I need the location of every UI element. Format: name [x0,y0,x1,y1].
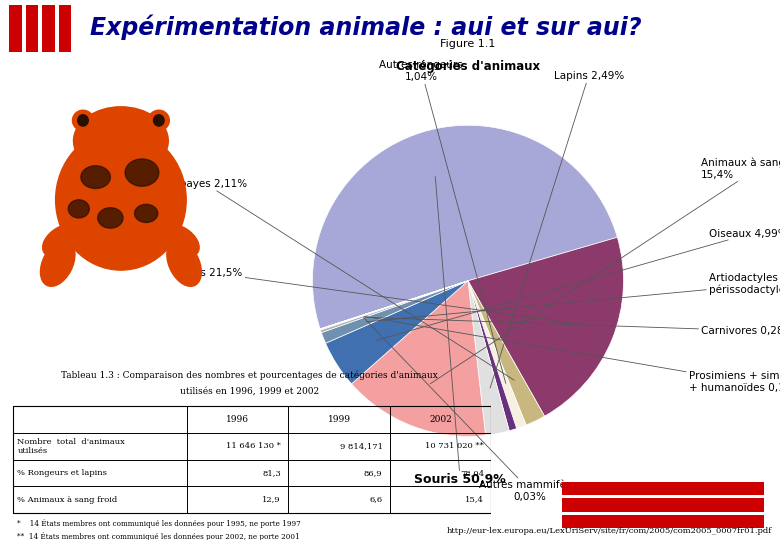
Ellipse shape [73,110,94,131]
Text: 12,9: 12,9 [262,496,281,504]
Text: Autres mammifères
0,03%: Autres mammifères 0,03% [363,318,582,502]
Ellipse shape [154,115,164,126]
Ellipse shape [55,130,186,270]
Bar [562,515,764,528]
Text: Oiseaux 4,99%: Oiseaux 4,99% [376,229,780,340]
Ellipse shape [81,166,111,188]
Text: 1996: 1996 [226,415,249,424]
Text: **  14 États membres ont communiqué les données pour 2002, ne porte 2001: ** 14 États membres ont communiqué les d… [17,531,300,540]
Text: 81,3: 81,3 [262,469,281,477]
Bar [562,482,764,495]
Wedge shape [468,281,516,431]
Text: 9 814,171: 9 814,171 [339,442,382,450]
Text: 78,04: 78,04 [460,469,484,477]
Ellipse shape [161,224,199,257]
Text: 6,6: 6,6 [370,496,382,504]
Wedge shape [321,281,468,333]
Text: *    14 États membres ont communiqué les données pour 1995, ne porte 1997: * 14 États membres ont communiqué les do… [17,518,301,528]
Wedge shape [313,125,617,329]
Wedge shape [468,281,509,435]
Text: Artiodactyles +
périssodactyles 1,18%: Artiodactyles + périssodactyles 1,18% [367,273,780,322]
Bar [26,4,38,52]
Text: 11 646 130 *: 11 646 130 * [226,442,281,450]
Wedge shape [468,281,526,429]
Text: 2002: 2002 [429,415,452,424]
Ellipse shape [98,208,123,228]
Wedge shape [468,281,544,425]
Ellipse shape [43,224,81,257]
Bar [58,4,71,52]
Text: 10 731 020 **: 10 731 020 ** [425,442,484,450]
Bar [12,406,491,513]
Text: 1999: 1999 [328,415,350,424]
Text: 86,9: 86,9 [364,469,382,477]
Ellipse shape [78,115,88,126]
Text: Figure 1.1: Figure 1.1 [441,39,495,49]
Ellipse shape [148,110,169,131]
Text: Catégories d'animaux: Catégories d'animaux [396,60,540,73]
Ellipse shape [125,159,159,186]
Text: Tableau 1.3 : Comparaison des nombres et pourcentages de catégories d'animaux: Tableau 1.3 : Comparaison des nombres et… [61,370,438,380]
Text: % Rongeurs et lapins: % Rongeurs et lapins [17,469,108,477]
Ellipse shape [73,107,168,175]
Wedge shape [352,281,486,436]
Ellipse shape [69,200,89,218]
Wedge shape [320,281,468,330]
Wedge shape [325,281,468,384]
Text: Lapins 2,49%: Lapins 2,49% [490,71,624,388]
Text: Expérimentation animale : aui et sur aui?: Expérimentation animale : aui et sur aui… [90,15,641,40]
Text: Nombre  total  d'animaux
utilisés: Nombre total d'animaux utilisés [17,437,126,455]
Ellipse shape [41,240,75,286]
Text: Rats 21,5%: Rats 21,5% [183,268,569,322]
Text: Animaux à sang froid
15,4%: Animaux à sang froid 15,4% [431,158,780,384]
Bar [42,4,55,52]
Text: Souris 50,9%: Souris 50,9% [414,177,506,487]
Bar [9,4,22,52]
Text: % Animaux à sang froid: % Animaux à sang froid [17,496,118,504]
Text: http://eur-lex.europa.eu/LexUriServ/site/fr/com/2005/com2005_0007fr01.pdf: http://eur-lex.europa.eu/LexUriServ/site… [447,526,772,535]
Wedge shape [468,237,623,416]
Wedge shape [320,281,468,329]
Ellipse shape [135,204,158,222]
Bar [562,498,764,512]
Wedge shape [321,281,468,343]
Text: Cobayes 2,11%: Cobayes 2,11% [166,179,514,380]
Text: Carnivores 0,28%: Carnivores 0,28% [365,318,780,335]
Text: utilisés en 1996, 1999 et 2002: utilisés en 1996, 1999 et 2002 [180,387,319,396]
Text: Autres rongeurs
1,04%: Autres rongeurs 1,04% [379,60,505,383]
Text: 15,4: 15,4 [466,496,484,504]
Ellipse shape [167,240,201,286]
Text: Prosimiens + simiens
+ humanoïdes 0,10%: Prosimiens + simiens + humanoïdes 0,10% [364,316,780,393]
